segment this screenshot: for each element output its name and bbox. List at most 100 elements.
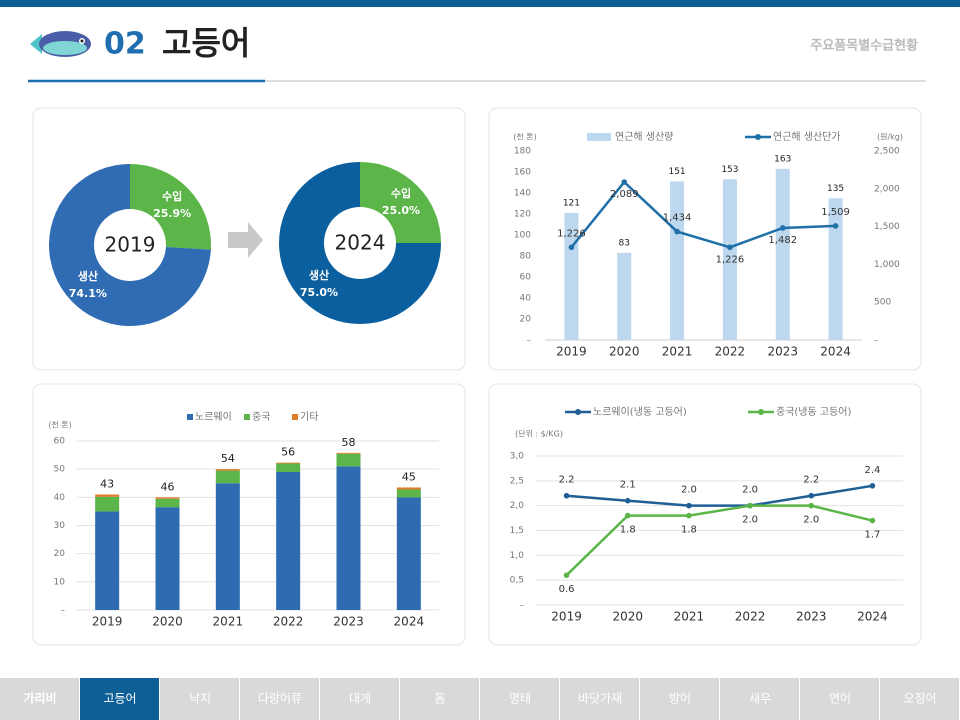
bar-segment (336, 466, 361, 610)
bar (828, 198, 843, 340)
nav-tab-label[interactable]: 방어 (669, 692, 691, 706)
top-bar (0, 0, 960, 7)
slice-label: 생산 (78, 269, 98, 283)
y-tick-label: 2,000 (874, 184, 900, 194)
nav-tab-label[interactable]: 명태 (509, 692, 531, 706)
x-tick-label: 2019 (551, 610, 582, 624)
x-tick-label: 2024 (820, 345, 851, 359)
nav-tab[interactable] (240, 678, 319, 720)
bar (775, 168, 790, 340)
point (674, 228, 680, 235)
y-axis-label: (단위 : $/KG) (515, 429, 563, 439)
y-axis-label: (천 톤) (513, 132, 537, 142)
bar-segment (276, 463, 301, 472)
data-label: 1.8 (620, 525, 636, 536)
nav-tab[interactable] (640, 678, 719, 720)
nav-tab[interactable] (320, 678, 399, 720)
nav-tab-label[interactable]: 낙지 (189, 692, 211, 706)
legend-label: 기타 (300, 411, 318, 423)
bar-segment (95, 511, 120, 610)
y-tick-label: 2,500 (874, 147, 900, 157)
legend-swatch (758, 409, 764, 415)
nav-tab[interactable] (560, 678, 639, 720)
data-label: 2.0 (742, 485, 758, 496)
point (869, 517, 876, 524)
nav-tab-label[interactable]: 가리비 (23, 691, 56, 706)
total-label: 56 (281, 446, 295, 459)
point (624, 512, 631, 519)
legend-label: 노르웨이 (195, 411, 232, 423)
nav-tab-label[interactable]: 바닷가재 (578, 692, 622, 706)
nav-tab-label[interactable]: 오징어 (903, 692, 936, 706)
nav-tab-label[interactable]: 대게 (349, 692, 371, 706)
data-label: 2.2 (559, 475, 575, 486)
x-tick-label: 2021 (674, 610, 705, 624)
y-tick-label: 1,5 (510, 526, 524, 536)
nav-tab-label[interactable]: 연어 (829, 692, 851, 706)
nav-tab[interactable] (80, 678, 159, 720)
legend-label: 연근해 생산단가 (773, 130, 841, 143)
data-label: 1,482 (768, 235, 797, 246)
data-label: 1.8 (681, 525, 697, 536)
data-label: 1,226 (557, 228, 586, 239)
bar-segment (215, 469, 240, 471)
bar-segment (155, 498, 180, 508)
total-label: 43 (100, 478, 114, 491)
y-tick-label: 2,5 (510, 476, 524, 486)
bar-segment (155, 497, 180, 499)
y-tick-label: 20 (520, 315, 532, 325)
data-label: 0.6 (559, 584, 575, 595)
bar-segment (396, 487, 421, 490)
nav-tab[interactable] (800, 678, 879, 720)
nav-tab-label[interactable]: 다랑어류 (258, 692, 302, 706)
nav-tab[interactable] (0, 678, 79, 720)
point (563, 572, 570, 578)
line (566, 484, 873, 507)
nav-tab[interactable] (720, 678, 799, 720)
y2-axis-label: (원/kg) (877, 133, 903, 142)
x-tick-label: 2022 (273, 615, 304, 629)
data-label: 83 (619, 238, 630, 248)
x-tick-label: 2024 (857, 610, 888, 624)
donut-hole (324, 207, 396, 279)
total-label: 45 (402, 470, 416, 483)
data-label: 135 (827, 184, 844, 194)
data-label: 121 (563, 198, 580, 208)
y-tick-label: 140 (514, 189, 531, 199)
bar-segment (95, 494, 120, 497)
data-label: 1,509 (821, 207, 850, 218)
y-tick-label: 500 (874, 298, 891, 308)
x-tick-label: 2023 (333, 615, 364, 629)
bar-segment (336, 452, 361, 454)
nav-tab-label[interactable]: 새우 (749, 692, 771, 706)
nav-tab[interactable] (160, 678, 239, 720)
x-tick-label: 2024 (394, 615, 425, 629)
x-tick-label: 2023 (796, 610, 827, 624)
y-tick-label: 1,500 (874, 222, 900, 232)
nav-tab[interactable] (880, 678, 959, 720)
nav-tab-label[interactable]: 돔 (434, 692, 445, 706)
point (563, 492, 570, 499)
y-axis-label: (천 톤) (48, 420, 72, 430)
x-tick-label: 2020 (609, 345, 640, 359)
legend-swatch (187, 414, 193, 420)
nav-tab[interactable] (400, 678, 479, 720)
data-label: 2.2 (803, 475, 819, 486)
nav-tab[interactable] (480, 678, 559, 720)
bar-segment (215, 470, 240, 484)
data-label: 151 (668, 167, 685, 177)
legend-label: 중국(냉동 고등어) (776, 406, 851, 418)
data-label: 163 (774, 154, 791, 164)
x-tick-label: 2022 (715, 345, 746, 359)
x-tick-label: 2021 (662, 345, 693, 359)
point (808, 502, 815, 509)
bar (722, 179, 737, 340)
line (570, 180, 836, 249)
panel (488, 383, 922, 646)
y-tick-label: 60 (54, 437, 66, 447)
x-tick-label: 2019 (556, 345, 587, 359)
total-label: 58 (342, 436, 356, 449)
nav-tab-label[interactable]: 고등어 (103, 692, 136, 706)
data-label: 1.7 (864, 530, 880, 541)
point (727, 244, 733, 251)
